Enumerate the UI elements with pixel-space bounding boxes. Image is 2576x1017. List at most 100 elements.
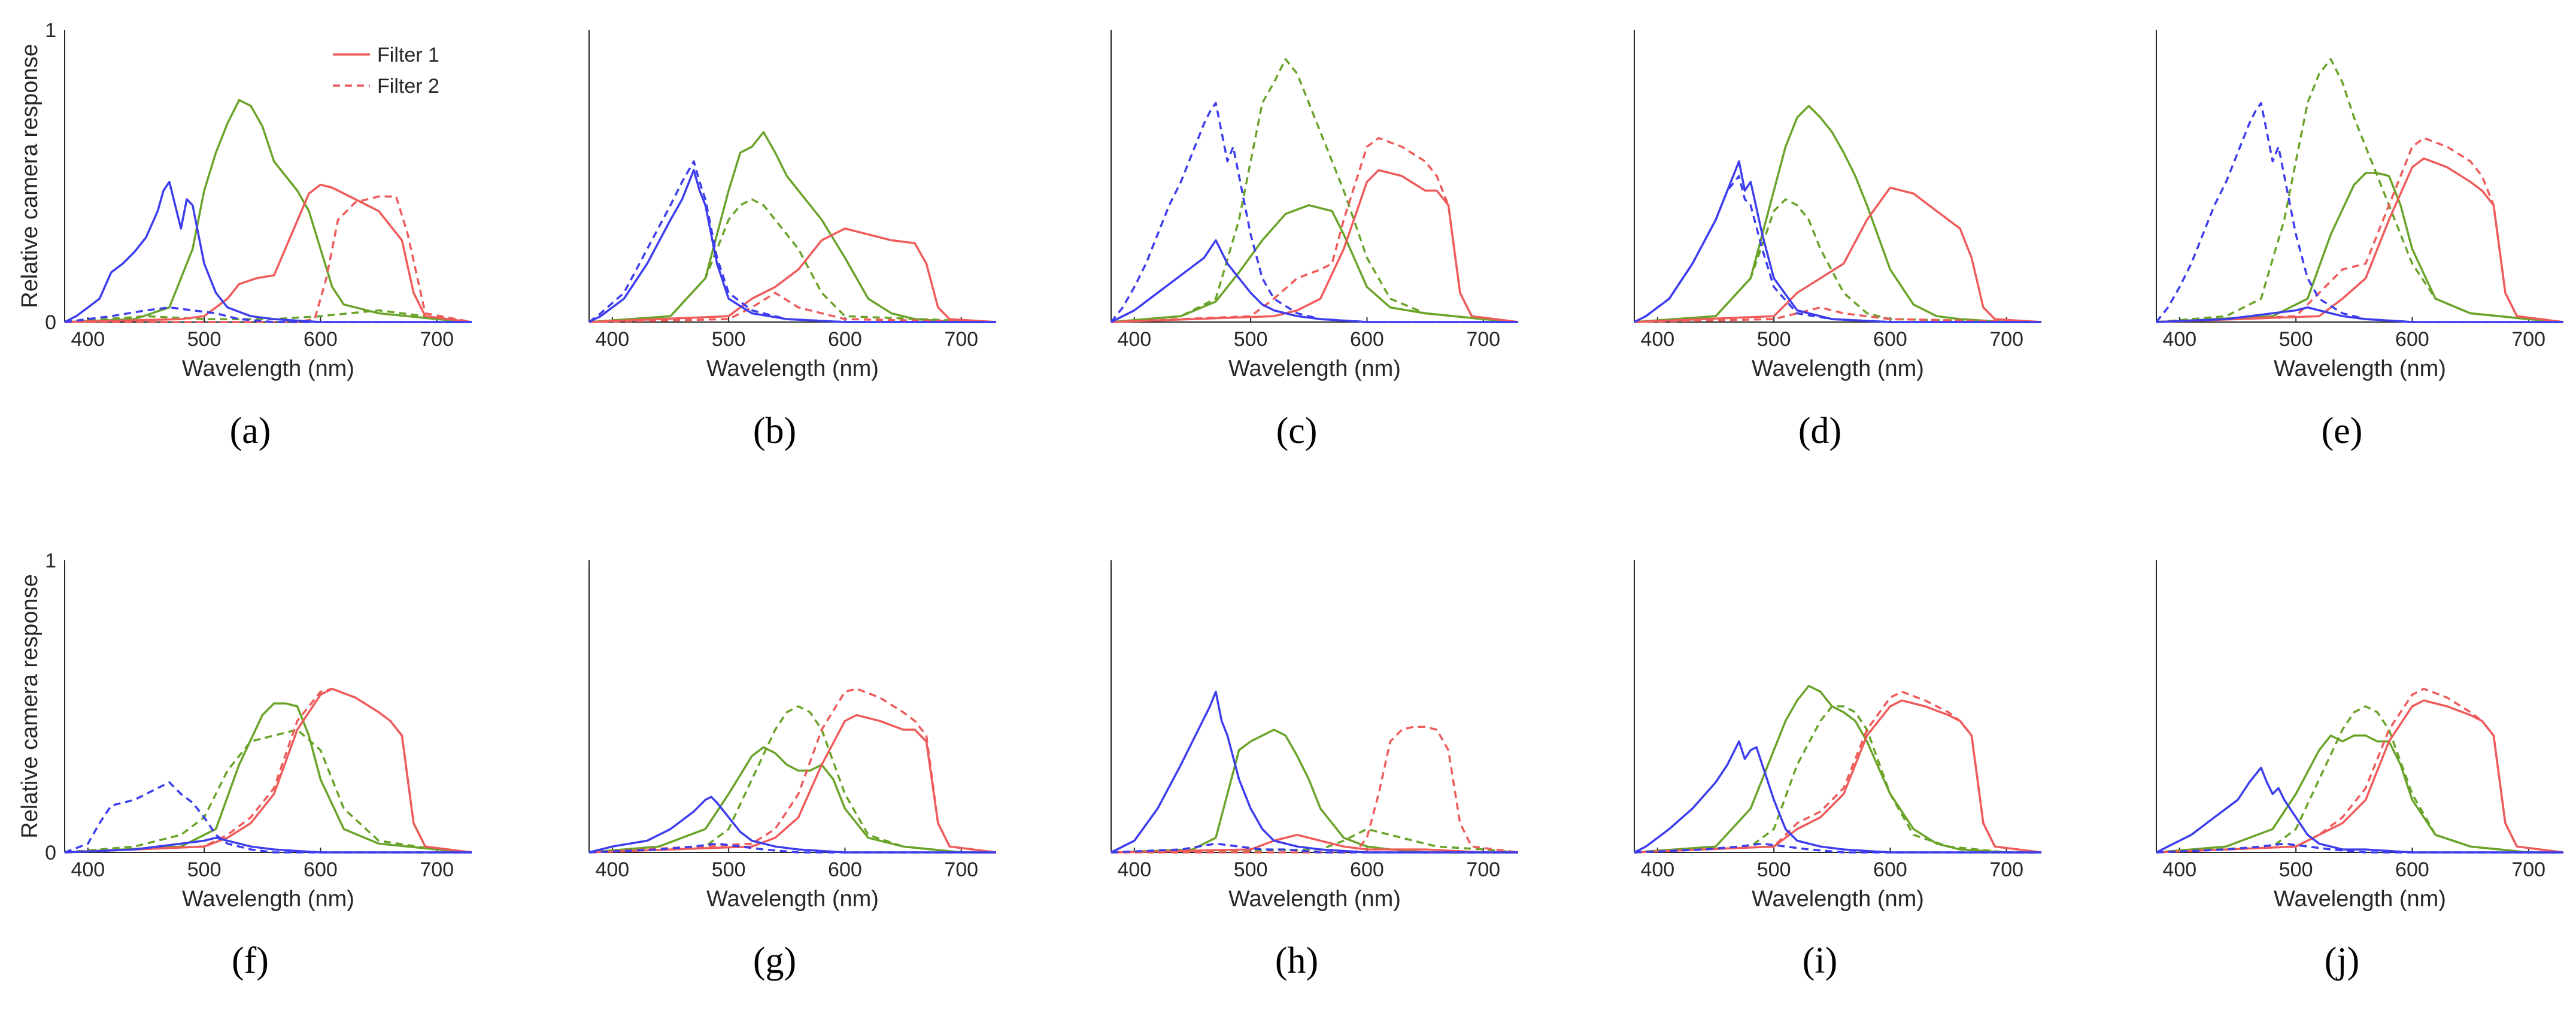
series-red-solid: [588, 714, 997, 854]
panel-label: (e): [2322, 411, 2363, 451]
x-tick-label: 700: [2511, 858, 2545, 881]
panel-label: (i): [1803, 940, 1838, 981]
series-green-dashed: [588, 705, 996, 854]
legend: Filter 1 Filter 2: [333, 44, 439, 98]
series-red-solid: [1634, 186, 2042, 323]
x-tick-label: 600: [304, 858, 338, 881]
series-green-solid: [64, 702, 472, 854]
panel-8: 400 500 600 700 Wavelength (nm) (h): [1110, 560, 1519, 981]
x-tick-label: 700: [944, 858, 978, 881]
series-green-dashed: [2156, 58, 2564, 323]
legend-label: Filter 2: [377, 75, 439, 98]
x-tick-label: 400: [595, 328, 629, 351]
series-red-solid: [1110, 833, 1518, 854]
x-axis-title: Wavelength (nm): [706, 356, 879, 381]
series-red-solid: [2156, 157, 2564, 323]
panel-label: (a): [230, 411, 271, 451]
series-blue-solid: [588, 796, 996, 854]
x-tick-label: 500: [2279, 858, 2313, 881]
x-tick-label: 400: [71, 858, 105, 881]
series-green-solid: [2156, 172, 2564, 323]
panel-label: (b): [753, 411, 796, 451]
series-red-dashed: [2156, 136, 2564, 323]
x-axis-title: Wavelength (nm): [1228, 887, 1401, 912]
x-axis-title: Wavelength (nm): [2274, 887, 2446, 912]
series-blue-dashed: [64, 781, 472, 854]
x-tick-label: 600: [1873, 858, 1907, 881]
x-tick-label: 600: [828, 328, 862, 351]
series-blue-dashed: [1110, 842, 1518, 854]
x-tick-label: 400: [2162, 328, 2196, 351]
x-axis-title: Wavelength (nm): [706, 887, 879, 912]
series-green-dashed: [588, 198, 997, 323]
panel-2: 400 500 600 700 Wavelength (nm) (b): [588, 30, 997, 451]
x-tick-label: 400: [71, 328, 105, 351]
x-axis-title: Wavelength (nm): [1228, 356, 1401, 381]
series-green-dashed: [1110, 828, 1519, 854]
series-green-solid: [588, 746, 996, 854]
series-blue-solid: [2156, 766, 2563, 854]
x-axis-title: Wavelength (nm): [182, 887, 354, 912]
x-tick-label: 600: [2395, 328, 2429, 351]
series-blue-dashed: [1634, 175, 2041, 323]
panel-label: (g): [753, 940, 796, 981]
x-tick-label: 500: [1234, 858, 1268, 881]
y-tick-label: 1: [45, 19, 56, 42]
series-red-solid: [1634, 699, 2042, 854]
series-red-dashed: [1111, 725, 1519, 854]
series-red-solid: [64, 687, 472, 854]
x-tick-label: 600: [828, 858, 862, 881]
panel-label: (f): [232, 940, 269, 981]
series-blue-solid: [1110, 690, 1518, 854]
x-tick-label: 700: [944, 328, 978, 351]
panel-label: (c): [1276, 411, 1318, 451]
x-tick-label: 400: [2162, 858, 2196, 881]
x-tick-label: 700: [2511, 328, 2545, 351]
panel-5: 400 500 600 700 Wavelength (nm) (e): [2155, 30, 2564, 451]
x-tick-label: 400: [1117, 858, 1151, 881]
x-tick-label: 600: [1350, 328, 1384, 351]
x-axis-title: Wavelength (nm): [2274, 356, 2446, 381]
series-red-dashed: [2156, 687, 2564, 854]
series-green-solid: [64, 99, 472, 323]
series-red-dashed: [1110, 136, 1519, 323]
x-tick-label: 700: [1466, 328, 1500, 351]
x-tick-label: 500: [712, 328, 746, 351]
x-tick-label: 500: [1234, 328, 1268, 351]
series-blue-solid: [1634, 740, 2041, 854]
x-tick-label: 600: [1350, 858, 1384, 881]
series-blue-dashed: [588, 160, 996, 323]
x-tick-label: 400: [1640, 328, 1674, 351]
x-tick-label: 500: [187, 328, 222, 351]
series-blue-dashed: [1634, 842, 2041, 854]
panel-9: 400 500 600 700 Wavelength (nm) (i): [1634, 560, 2042, 981]
series-red-dashed: [1634, 306, 2042, 323]
panel-3: 400 500 600 700 Wavelength (nm) (c): [1110, 30, 1519, 451]
series-green-solid: [1110, 728, 1518, 854]
x-tick-label: 700: [1466, 858, 1500, 881]
series-blue-dashed: [1110, 102, 1518, 323]
series-green-dashed: [1634, 198, 2042, 323]
series-green-solid: [1634, 685, 2041, 854]
x-tick-label: 700: [1989, 858, 2023, 881]
x-tick-label: 500: [2279, 328, 2313, 351]
series-green-dashed: [1110, 58, 1519, 323]
panel-label: (d): [1798, 411, 1841, 451]
y-tick-label: 0: [45, 842, 56, 864]
series-red-dashed: [1634, 690, 2042, 854]
series-blue-dashed: [2155, 102, 2563, 323]
x-tick-label: 400: [595, 858, 629, 881]
y-tick-label: 1: [45, 550, 56, 572]
legend-label: Filter 1: [377, 44, 439, 66]
x-tick-label: 500: [187, 858, 222, 881]
series-red-dashed: [64, 687, 472, 854]
y-tick-label: 0: [45, 311, 56, 334]
x-axis-title: Wavelength (nm): [182, 356, 354, 381]
panel-label: (h): [1275, 940, 1318, 981]
series-blue-dashed: [588, 842, 996, 854]
series-blue-dashed: [2156, 842, 2563, 854]
series-green-dashed: [2156, 705, 2563, 854]
